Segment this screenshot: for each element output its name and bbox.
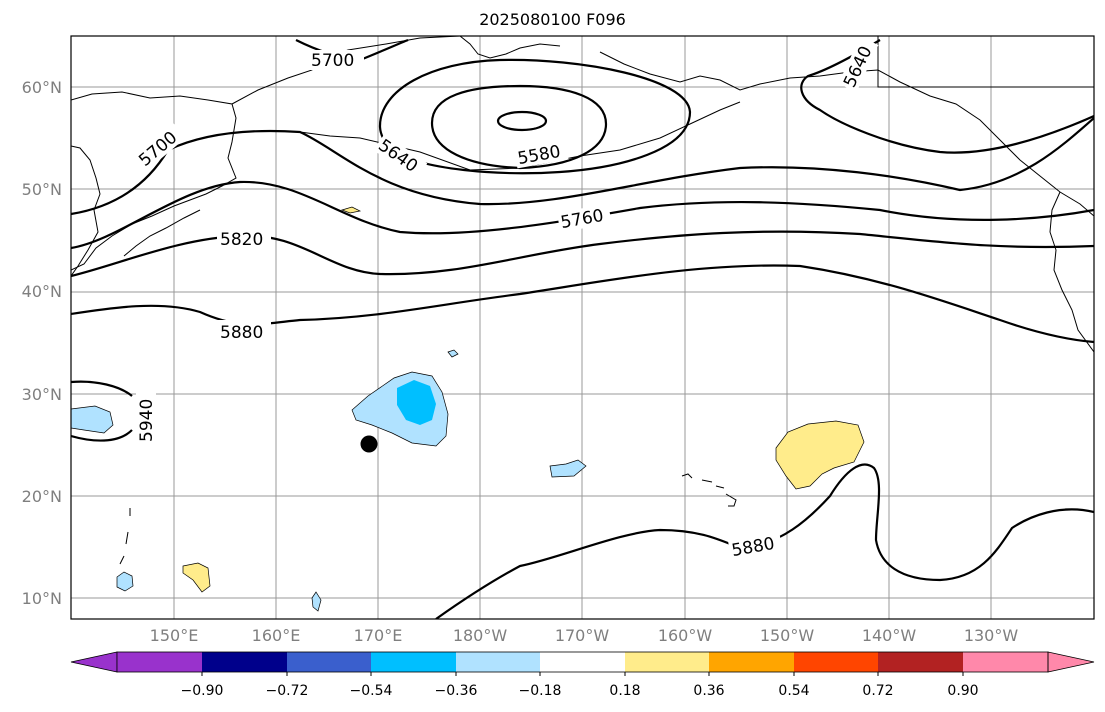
lat-label-10: 10°N [21,589,62,608]
blue-area-hawaii-west [549,459,587,478]
contour-5580 [430,84,608,170]
graticule [71,36,1094,619]
blue-area-southwest [116,571,134,592]
contour-label-5880-north: 5880 [220,323,263,343]
colorbar-seg-4 [371,652,456,672]
colorbar-tick-6: 0.18 [609,683,641,699]
yellow-area-east [775,420,865,490]
contour-5760 [71,180,1094,250]
coast-kurils [123,209,201,257]
colorbar-tick-9: 0.72 [862,683,894,699]
lon-label-150w: 150°W [759,626,815,645]
contour-5580-inner [496,110,548,132]
lon-label-150e: 150°E [149,626,199,645]
colorbar-seg-1 [117,652,202,672]
contour-label-5820: 5820 [220,230,263,250]
coast-chukotka [459,36,561,59]
colorbar-tick-3: −0.54 [349,683,393,699]
colorbar-seg-10 [878,652,963,672]
colorbar-extend-right [1047,651,1095,673]
colorbar-seg-5 [456,652,540,672]
blue-area-south [311,591,322,612]
coast-japan [71,145,101,277]
lon-label-130w: 130°W [963,626,1019,645]
lon-label-160w: 160°W [657,626,713,645]
blue-area-small-north [447,349,459,358]
contour-5880-north [71,264,1094,344]
lon-label-180w: 180°W [452,626,508,645]
colorbar-tick-2: −0.72 [265,683,309,699]
map-title: 2025080100 F096 [479,10,626,29]
colorbar-seg-9 [794,652,878,672]
lon-label-160e: 160°E [251,626,301,645]
lon-label-140w: 140°W [861,626,917,645]
colorbar-tick-5: −0.18 [518,683,562,699]
lon-label-170e: 170°E [353,626,403,645]
colorbar-seg-2 [202,652,287,672]
contour-label-5940: 5940 [137,399,157,442]
yellow-area-north [340,206,362,214]
coast-marianas [119,508,131,565]
lat-label-50: 50°N [21,180,62,199]
colorbar-tick-1: −0.90 [180,683,224,699]
lat-label-60: 60°N [21,78,62,97]
coast-kamchatka [71,91,237,271]
blue-area-west [71,405,114,434]
colorbar-seg-3 [287,652,371,672]
coast-border [877,36,1094,88]
contour-5640-east [800,39,1094,154]
contour-label-5700-north: 5700 [311,51,354,71]
colorbar-tick-10: 0.90 [947,683,979,699]
lat-label-30: 30°N [21,385,62,404]
coast-hawaii [681,473,737,507]
cyan-area-center [397,380,436,425]
colorbar-seg-7 [625,652,709,672]
lat-label-40: 40°N [21,282,62,301]
colorbar-seg-11 [963,652,1048,672]
colorbar-tick-7: 0.36 [693,683,725,699]
colorbar-tick-4: −0.36 [434,683,478,699]
lat-label-20: 20°N [21,487,62,506]
contour-5700 [71,117,1094,216]
yellow-area-southwest [182,562,211,593]
colorbar-seg-6 [540,652,625,672]
colorbar-tick-8: 0.54 [778,683,810,699]
contour-5880-south [435,463,1094,619]
contour-5940 [71,380,133,442]
lon-label-170w: 170°W [554,626,610,645]
anomaly-shading [71,206,865,612]
colorbar-seg-8 [709,652,794,672]
position-marker [360,435,378,453]
colorbar [70,651,1095,676]
colorbar-extend-left [70,651,118,673]
